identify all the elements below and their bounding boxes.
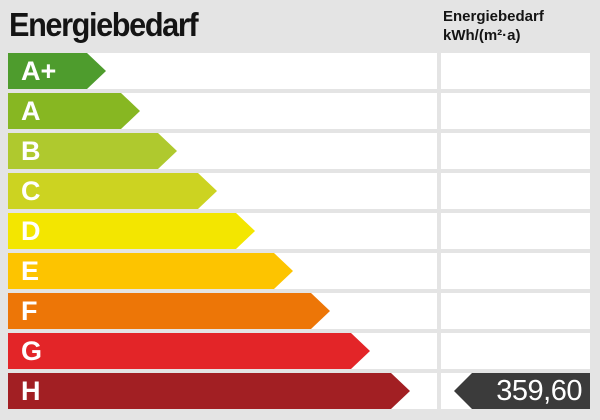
rating-track: B [8,133,437,169]
page-title: Energiebedarf [9,6,199,43]
rating-track: C [8,173,437,209]
value-cell [441,293,590,329]
value-cell [441,133,590,169]
rating-arrow: A+ [8,53,106,89]
value-cell [441,253,590,289]
rating-label: A [21,96,41,126]
rating-row-h: H 359,60 [8,373,590,409]
rating-arrow: F [8,293,330,329]
rating-row-b: B [8,133,590,169]
rating-scale: A+ A B C [8,53,590,413]
unit-header-line2: kWh/(m²·a) [443,27,521,44]
value-cell: 359,60 [441,373,590,409]
rating-track: D [8,213,437,249]
rating-arrow: H [8,373,410,409]
rating-track: G [8,333,437,369]
rating-row-d: D [8,213,590,249]
rating-label: H [21,376,41,406]
rating-label: G [21,336,43,366]
value-cell [441,53,590,89]
rating-row-e: E [8,253,590,289]
unit-header: Energiebedarf kWh/(m²·a) [443,7,544,45]
rating-arrow: B [8,133,177,169]
rating-track: E [8,253,437,289]
rating-row-f: F [8,293,590,329]
rating-track: F [8,293,437,329]
rating-row-a: A [8,93,590,129]
value-cell [441,173,590,209]
rating-track: A+ [8,53,437,89]
unit-header-line1: Energiebedarf [443,8,544,25]
value-cell [441,213,590,249]
rating-label: F [21,296,38,326]
rating-row-a-plus: A+ [8,53,590,89]
rating-label: B [21,136,41,166]
rating-label: E [21,256,40,286]
value-cell [441,93,590,129]
value-cell [441,333,590,369]
value-badge: 359,60 [454,373,590,409]
rating-row-g: G [8,333,590,369]
indicated-value: 359,60 [496,375,582,407]
rating-label: D [21,216,41,246]
rating-arrow: G [8,333,370,369]
rating-arrow: A [8,93,140,129]
rating-arrow: E [8,253,293,289]
rating-track: A [8,93,437,129]
rating-track: H [8,373,437,409]
rating-arrow: C [8,173,217,209]
rating-label: A+ [21,56,57,86]
rating-arrow: D [8,213,255,249]
rating-label: C [21,176,41,206]
rating-row-c: C [8,173,590,209]
